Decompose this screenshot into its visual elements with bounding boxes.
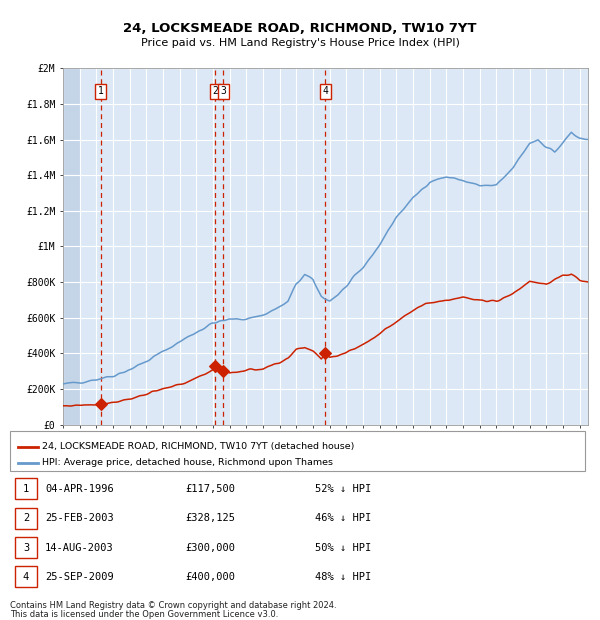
Text: 4: 4 — [322, 86, 328, 96]
Text: HPI: Average price, detached house, Richmond upon Thames: HPI: Average price, detached house, Rich… — [42, 458, 333, 467]
Text: 3: 3 — [23, 542, 29, 552]
Text: 1: 1 — [23, 484, 29, 494]
FancyBboxPatch shape — [10, 431, 585, 471]
Point — [96, 399, 106, 409]
Text: 24, LOCKSMEADE ROAD, RICHMOND, TW10 7YT: 24, LOCKSMEADE ROAD, RICHMOND, TW10 7YT — [123, 22, 477, 35]
Text: 25-FEB-2003: 25-FEB-2003 — [45, 513, 114, 523]
Text: 25-SEP-2009: 25-SEP-2009 — [45, 572, 114, 582]
Text: 24, LOCKSMEADE ROAD, RICHMOND, TW10 7YT (detached house): 24, LOCKSMEADE ROAD, RICHMOND, TW10 7YT … — [42, 442, 355, 451]
Point — [218, 366, 228, 376]
Text: 50% ↓ HPI: 50% ↓ HPI — [315, 542, 371, 552]
Text: This data is licensed under the Open Government Licence v3.0.: This data is licensed under the Open Gov… — [10, 610, 278, 619]
FancyBboxPatch shape — [15, 537, 37, 558]
Bar — [63, 68, 80, 425]
Text: £400,000: £400,000 — [185, 572, 235, 582]
Text: 04-APR-1996: 04-APR-1996 — [45, 484, 114, 494]
Text: £300,000: £300,000 — [185, 542, 235, 552]
FancyBboxPatch shape — [15, 478, 37, 499]
Text: 1: 1 — [98, 86, 104, 96]
Text: 2: 2 — [23, 513, 29, 523]
Text: 48% ↓ HPI: 48% ↓ HPI — [315, 572, 371, 582]
Text: Price paid vs. HM Land Registry's House Price Index (HPI): Price paid vs. HM Land Registry's House … — [140, 38, 460, 48]
Text: 3: 3 — [220, 86, 226, 96]
Text: £328,125: £328,125 — [185, 513, 235, 523]
Text: 4: 4 — [23, 572, 29, 582]
Point — [320, 348, 330, 358]
Text: 52% ↓ HPI: 52% ↓ HPI — [315, 484, 371, 494]
Text: 14-AUG-2003: 14-AUG-2003 — [45, 542, 114, 552]
Point — [211, 361, 220, 371]
Text: Contains HM Land Registry data © Crown copyright and database right 2024.: Contains HM Land Registry data © Crown c… — [10, 601, 337, 610]
Text: 46% ↓ HPI: 46% ↓ HPI — [315, 513, 371, 523]
FancyBboxPatch shape — [15, 567, 37, 588]
Text: 2: 2 — [212, 86, 218, 96]
FancyBboxPatch shape — [15, 508, 37, 529]
Text: £117,500: £117,500 — [185, 484, 235, 494]
